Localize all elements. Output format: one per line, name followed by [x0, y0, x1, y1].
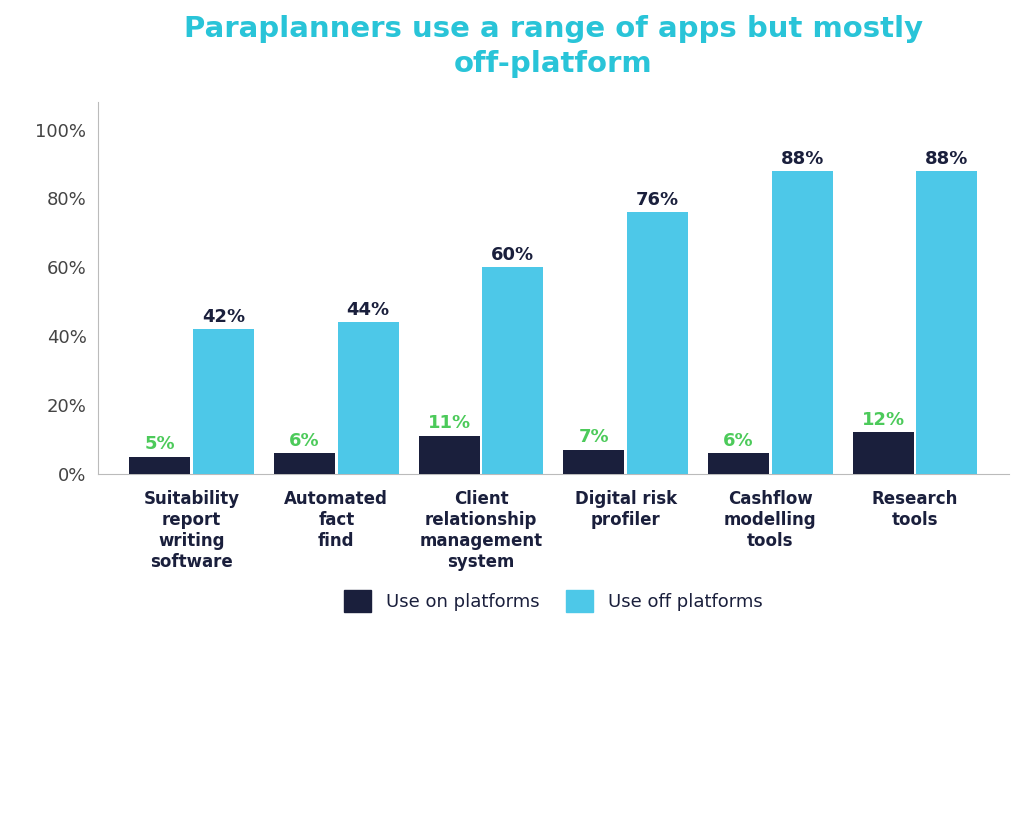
Bar: [627, 212, 688, 473]
Bar: [916, 171, 977, 473]
Text: 6%: 6%: [289, 432, 319, 449]
Text: 12%: 12%: [861, 411, 904, 429]
Legend: Use on platforms, Use off platforms: Use on platforms, Use off platforms: [335, 581, 771, 621]
Text: 42%: 42%: [202, 308, 245, 326]
Bar: [194, 329, 254, 473]
Bar: [338, 322, 398, 473]
Text: 6%: 6%: [723, 432, 754, 449]
Bar: [274, 453, 335, 473]
Text: 5%: 5%: [144, 435, 175, 453]
Text: 76%: 76%: [636, 191, 679, 209]
Bar: [772, 171, 833, 473]
Text: 7%: 7%: [579, 428, 609, 446]
Bar: [129, 457, 190, 473]
Title: Paraplanners use a range of apps but mostly
off-platform: Paraplanners use a range of apps but mos…: [183, 15, 923, 77]
Bar: [482, 267, 543, 473]
Text: 88%: 88%: [780, 150, 824, 167]
Text: 60%: 60%: [492, 246, 535, 264]
Bar: [853, 433, 913, 473]
Bar: [563, 449, 625, 473]
Text: 88%: 88%: [925, 150, 969, 167]
Text: 11%: 11%: [428, 414, 471, 433]
Bar: [419, 436, 479, 473]
Bar: [708, 453, 769, 473]
Text: 44%: 44%: [346, 301, 390, 319]
